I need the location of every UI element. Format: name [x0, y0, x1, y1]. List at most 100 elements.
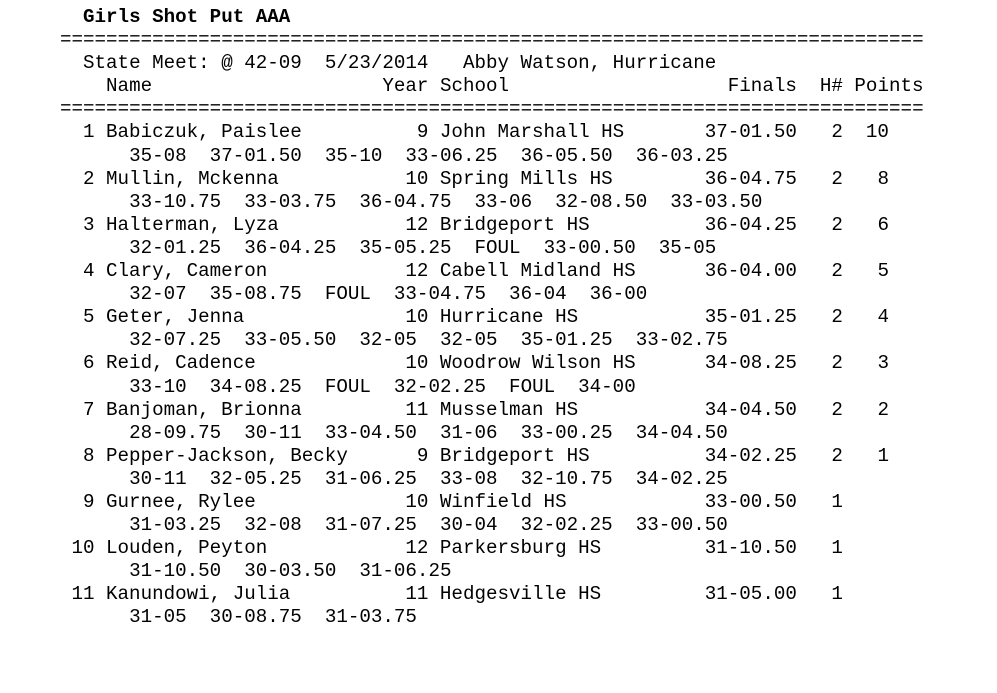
attempts-line: 28-09.75 30-11 33-04.50 31-06 33-00.25 3…: [60, 422, 997, 445]
athlete-name-cell: Geter, Jenna: [106, 306, 245, 329]
finals-cell: 34-08.25: [704, 352, 797, 375]
heat-cell: 2: [831, 398, 843, 421]
cell-gap: [95, 214, 107, 237]
cell-gap: [95, 399, 107, 422]
attempt-marks: 31-03.25 32-08 31-07.25 30-04 32-02.25 3…: [129, 514, 728, 537]
place-cell: 7: [83, 398, 95, 421]
attempts-line: 31-03.25 32-08 31-07.25 30-04 32-02.25 3…: [60, 514, 997, 537]
state-meet-record-line: State Meet: @ 42-09 5/23/2014 Abby Watso…: [83, 52, 717, 75]
attempt-marks: 31-10.50 30-03.50 31-06.25: [129, 560, 452, 583]
points-cell: 1: [877, 444, 889, 467]
attempt-marks: 31-05 30-08.75 31-03.75: [129, 606, 417, 629]
place-cell: 9: [83, 490, 95, 513]
school-cell: Woodrow Wilson HS: [439, 352, 636, 375]
heat-cell: 2: [831, 352, 843, 375]
attempt-marks: 32-07 35-08.75 FOUL 33-04.75 36-04 36-00: [129, 283, 648, 306]
cell-gap: [428, 306, 440, 329]
place-cell: 11: [71, 583, 95, 606]
finals-cell: 31-05.00: [704, 583, 797, 606]
result-row: 10 Louden, Peyton 12 Parkersburg HS 31-10.50…: [60, 537, 997, 560]
year-cell: 12: [405, 537, 429, 560]
athlete-name-cell: Clary, Cameron: [106, 260, 268, 283]
attempts-line: 31-10.50 30-03.50 31-06.25: [60, 560, 997, 583]
cell-gap: [428, 445, 440, 468]
athlete-name-cell: Kanundowi, Julia: [106, 583, 291, 606]
cell-gap: [428, 214, 440, 237]
header-year: Year: [382, 75, 429, 98]
attempts-line: 32-01.25 36-04.25 35-05.25 FOUL 33-00.50…: [60, 237, 997, 260]
place-cell: 5: [83, 306, 95, 329]
cell-gap: [95, 168, 107, 191]
cell-gap: [95, 491, 107, 514]
heat-cell: 2: [831, 444, 843, 467]
cell-gap: [428, 168, 440, 191]
cell-gap: [95, 445, 107, 468]
school-cell: John Marshall HS: [439, 121, 625, 144]
separator-line-bottom: ========================================…: [60, 98, 924, 121]
school-cell: Hurricane HS: [439, 306, 579, 329]
result-row: 9 Gurnee, Rylee 10 Winfield HS 33-00.50 1: [60, 491, 997, 514]
year-cell: 12: [405, 260, 429, 283]
finals-cell: 36-04.75: [704, 167, 797, 190]
school-cell: Hedgesville HS: [439, 583, 602, 606]
finals-cell: 36-04.25: [704, 213, 797, 236]
cell-gap: [428, 583, 440, 606]
result-row: 1 Babiczuk, Paislee 9 John Marshall HS 37-01…: [60, 121, 997, 144]
cell-gap: [95, 537, 107, 560]
attempts-line: 30-11 32-05.25 31-06.25 33-08 32-10.75 3…: [60, 468, 997, 491]
attempt-marks: 30-11 32-05.25 31-06.25 33-08 32-10.75 3…: [129, 467, 728, 490]
result-row: 3 Halterman, Lyza 12 Bridgeport HS 36-04.25 2…: [60, 214, 997, 237]
finals-cell: 36-04.00: [704, 260, 797, 283]
attempts-line: 33-10.75 33-03.75 36-04.75 33-06 32-08.5…: [60, 191, 997, 214]
cell-gap: [428, 491, 440, 514]
points-cell: 2: [877, 398, 889, 421]
year-cell: 10: [405, 167, 429, 190]
cell-gap: [428, 260, 440, 283]
heat-cell: 2: [831, 306, 843, 329]
place-cell: 6: [83, 352, 95, 375]
cell-gap: [95, 306, 107, 329]
header-gap: [428, 75, 440, 98]
year-cell: 11: [405, 398, 429, 421]
athlete-name-cell: Banjoman, Brionna: [106, 398, 302, 421]
header-school: School: [439, 75, 510, 98]
athlete-name-cell: Halterman, Lyza: [106, 213, 279, 236]
school-cell: Musselman HS: [439, 398, 579, 421]
points-cell: 6: [877, 213, 889, 236]
school-cell: Parkersburg HS: [439, 537, 602, 560]
points-cell: 3: [877, 352, 889, 375]
year-cell: 9: [416, 121, 429, 144]
attempt-marks: 28-09.75 30-11 33-04.50 31-06 33-00.25 3…: [129, 421, 728, 444]
cell-gap: [95, 352, 107, 375]
place-cell: 8: [83, 444, 95, 467]
school-cell: Bridgeport HS: [439, 213, 590, 236]
place-cell: 3: [83, 213, 95, 236]
attempt-marks: 32-07.25 33-05.50 32-05 32-05 35-01.25 3…: [129, 329, 728, 352]
attempt-marks: 32-01.25 36-04.25 35-05.25 FOUL 33-00.50…: [129, 236, 717, 259]
heat-cell: 1: [831, 490, 843, 513]
finals-cell: 31-10.50: [704, 537, 797, 560]
school-cell: Cabell Midland HS: [439, 260, 636, 283]
place-cell: 4: [83, 260, 95, 283]
attempts-line: 32-07.25 33-05.50 32-05 32-05 35-01.25 3…: [60, 329, 997, 352]
heat-cell: 2: [831, 213, 843, 236]
attempt-marks: 33-10 34-08.25 FOUL 32-02.25 FOUL 34-00: [129, 375, 636, 398]
result-row: 5 Geter, Jenna 10 Hurricane HS 35-01.25 2 4: [60, 306, 997, 329]
attempt-marks: 33-10.75 33-03.75 36-04.75 33-06 32-08.5…: [129, 190, 763, 213]
heat-cell: 2: [831, 167, 843, 190]
cell-gap: [428, 121, 440, 144]
cell-gap: [428, 399, 440, 422]
header-heat: H#: [819, 75, 843, 98]
heat-cell: 2: [831, 121, 843, 144]
header-points: Points: [854, 75, 924, 98]
year-cell: 10: [405, 490, 429, 513]
finals-cell: 33-00.50: [704, 490, 797, 513]
finals-cell: 37-01.50: [704, 121, 797, 144]
place-cell: 1: [83, 121, 95, 144]
athlete-name-cell: Louden, Peyton: [106, 537, 268, 560]
points-cell: 10: [865, 121, 889, 144]
school-cell: Bridgeport HS: [439, 444, 590, 467]
points-cell: 5: [877, 260, 889, 283]
place-cell: 2: [83, 167, 95, 190]
attempts-line: 31-05 30-08.75 31-03.75: [60, 606, 997, 629]
